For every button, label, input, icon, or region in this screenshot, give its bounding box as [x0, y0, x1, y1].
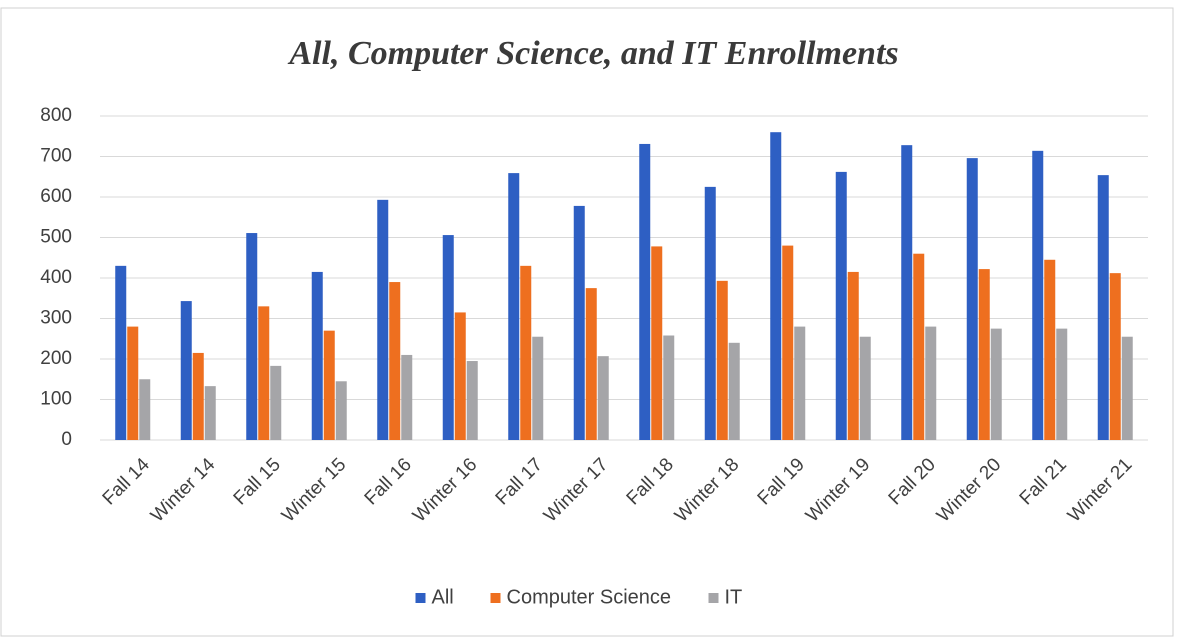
- bar: [377, 199, 389, 440]
- bar: [966, 158, 978, 440]
- bar: [454, 312, 466, 440]
- bar: [389, 282, 401, 440]
- bar: [770, 132, 782, 440]
- bar: [835, 171, 847, 440]
- bar: [139, 379, 151, 440]
- bar: [913, 253, 925, 440]
- bar: [508, 173, 520, 441]
- bar: [1044, 259, 1056, 440]
- y-tick-label: 400: [40, 267, 72, 288]
- bar: [192, 352, 204, 440]
- bar: [990, 328, 1002, 440]
- bar: [597, 356, 609, 440]
- bar: [925, 326, 937, 440]
- bar: [323, 330, 335, 440]
- bar: [204, 386, 216, 440]
- bar: [442, 235, 454, 440]
- y-tick-label: 200: [40, 348, 72, 369]
- bar: [1109, 273, 1121, 440]
- bar: [1121, 336, 1133, 440]
- bar: [180, 301, 192, 440]
- bar: [859, 336, 871, 440]
- bar: [901, 145, 913, 440]
- y-tick-label: 300: [40, 308, 72, 329]
- bar: [401, 354, 413, 440]
- y-tick-label: 500: [40, 227, 72, 248]
- chart-title: All, Computer Science, and IT Enrollment…: [287, 35, 898, 72]
- y-tick-label: 0: [61, 429, 72, 450]
- legend-label: Computer Science: [507, 586, 672, 608]
- bar: [1097, 175, 1109, 440]
- legend-label: IT: [725, 586, 743, 608]
- bar: [127, 326, 139, 440]
- y-tick-label: 700: [40, 146, 72, 167]
- bar: [704, 186, 716, 440]
- legend-label: All: [432, 586, 454, 608]
- bar: [270, 365, 282, 440]
- y-tick-label: 100: [40, 389, 72, 410]
- bar: [1032, 150, 1044, 440]
- bar: [573, 205, 585, 440]
- bar: [311, 271, 323, 440]
- bar: [466, 361, 478, 440]
- bar: [794, 326, 806, 440]
- bar: [663, 335, 675, 440]
- bar: [520, 265, 532, 440]
- legend-swatch: [490, 593, 501, 603]
- bar: [115, 265, 127, 440]
- bar: [532, 336, 544, 440]
- y-tick-label: 600: [40, 186, 72, 207]
- bar: [728, 342, 740, 440]
- bar: [639, 143, 651, 440]
- bar: [716, 280, 728, 440]
- bar: [782, 245, 794, 440]
- legend-swatch: [708, 593, 719, 603]
- bar: [847, 271, 859, 440]
- bar: [651, 246, 663, 440]
- bar: [246, 233, 258, 440]
- bar: [258, 306, 270, 440]
- bar: [585, 288, 597, 440]
- bar: [978, 269, 990, 440]
- bar: [335, 381, 347, 440]
- bar: [1056, 328, 1068, 440]
- y-tick-label: 800: [40, 105, 72, 126]
- legend-swatch: [415, 593, 426, 603]
